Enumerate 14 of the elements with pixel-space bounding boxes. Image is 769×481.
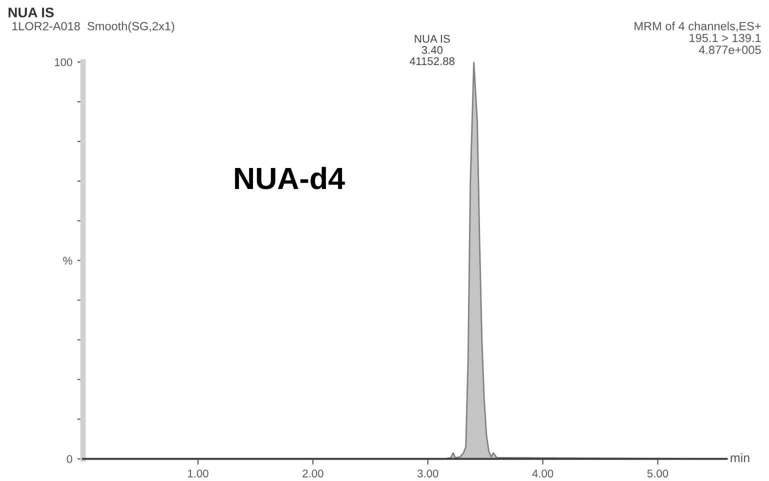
chart-subtitle: 1LOR2-A018 Smooth(SG,2x1): [12, 22, 174, 33]
y-tick-label: 100: [54, 58, 72, 66]
x-tick-label: 4.00: [532, 470, 554, 478]
annotation: NUA-d4: [235, 166, 345, 190]
x-tick-label: 5.00: [647, 470, 668, 478]
x-tick-label: 2.00: [302, 470, 324, 478]
x-axis-title: min: [730, 453, 750, 462]
x-tick-label: 3.00: [417, 470, 438, 478]
annotation: NUA IS 3.40 41152.88: [410, 34, 454, 66]
y-tick-label: 0: [66, 455, 72, 464]
chart-title: NUA IS: [8, 8, 54, 18]
text: MRM of 4 channels,ES+ 195.1 > 139.1 4.877e+005: [634, 22, 761, 54]
y-tick-label: %: [63, 256, 72, 265]
x-tick-label: 1.00: [188, 470, 208, 478]
